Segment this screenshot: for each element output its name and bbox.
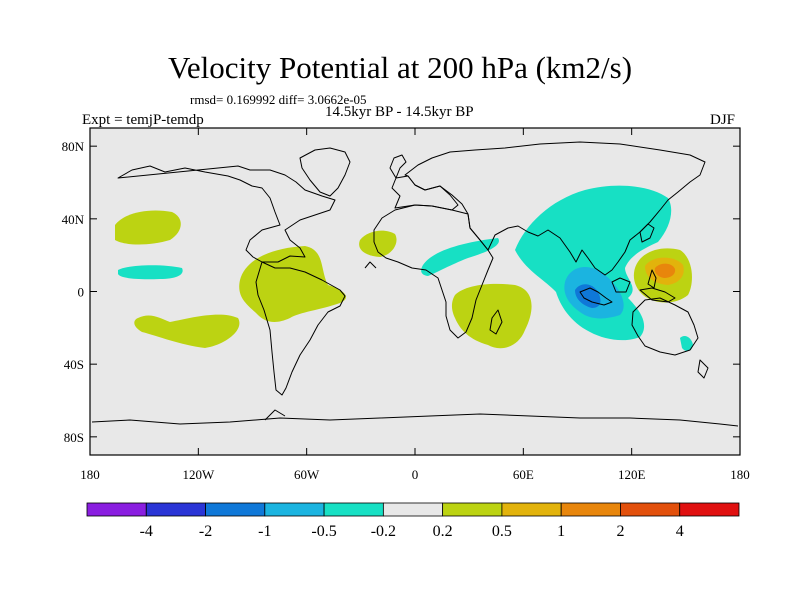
colorbar-label: -0.2 xyxy=(371,523,396,540)
x-tick-label: 60W xyxy=(294,467,320,482)
region-tropical-pacific-negative xyxy=(118,265,183,280)
colorbar-swatch xyxy=(205,502,266,517)
colorbar-label: 0.2 xyxy=(433,523,453,540)
experiment-label: Expt = temjP-temdp xyxy=(82,112,204,128)
colorbar-swatch xyxy=(145,502,206,517)
region-south-america-positive xyxy=(239,246,347,322)
colorbar: -4 -2 -1 -0.5 -0.2 0.2 0.5 1 2 4 xyxy=(86,502,740,540)
colorbar-label: 2 xyxy=(616,523,624,540)
colorbar-label: -4 xyxy=(140,523,153,540)
colorbar-swatch xyxy=(264,502,325,517)
region-south-pacific-positive xyxy=(134,314,240,348)
coastlines xyxy=(91,141,739,427)
colorbar-swatch xyxy=(560,502,621,517)
region-asia-negative xyxy=(515,185,672,341)
period-label: 14.5kyr BP - 14.5kyr BP xyxy=(325,104,474,120)
y-tick-label: 80N xyxy=(62,139,85,154)
colorbar-swatch xyxy=(442,502,503,517)
x-tick-label: 180 xyxy=(80,467,100,482)
region-australia-negative xyxy=(680,335,693,352)
region-southern-africa-positive xyxy=(451,283,532,349)
y-tick-label: 0 xyxy=(78,285,85,300)
x-tick-label: 120W xyxy=(182,467,215,482)
region-africa-negative xyxy=(421,238,499,276)
region-north-pacific-positive xyxy=(115,210,181,245)
colorbar-swatch xyxy=(501,502,562,517)
x-tick-label: 0 xyxy=(412,467,419,482)
y-tick-label: 80S xyxy=(64,430,84,445)
x-tick-label: 180 xyxy=(730,467,750,482)
stats-label: rmsd= 0.169992 diff= 3.0662e-05 xyxy=(190,92,367,107)
colorbar-label: 0.5 xyxy=(492,523,512,540)
colorbar-label: -1 xyxy=(258,523,271,540)
colorbar-swatch xyxy=(382,502,444,517)
colorbar-swatch xyxy=(323,502,384,517)
colorbar-label: -0.5 xyxy=(311,523,336,540)
chart-title: Velocity Potential at 200 hPa (km2/s) xyxy=(167,50,633,85)
y-axis: 80N 40N 0 40S 80S xyxy=(62,139,740,445)
y-tick-label: 40S xyxy=(64,357,84,372)
colorbar-label: 4 xyxy=(676,523,684,540)
region-west-pacific-core xyxy=(654,263,676,278)
x-tick-label: 120E xyxy=(618,467,646,482)
colorbar-label: -2 xyxy=(199,523,212,540)
x-tick-label: 60E xyxy=(513,467,534,482)
season-label: DJF xyxy=(710,112,736,128)
y-tick-label: 40N xyxy=(62,212,85,227)
x-axis: 180 120W 60W 0 60E 120E 180 xyxy=(80,128,750,482)
region-west-africa-positive xyxy=(359,230,397,257)
colorbar-swatch xyxy=(620,502,681,517)
colorbar-swatch xyxy=(86,502,147,517)
colorbar-swatch xyxy=(679,502,740,517)
colorbar-label: 1 xyxy=(557,523,565,540)
